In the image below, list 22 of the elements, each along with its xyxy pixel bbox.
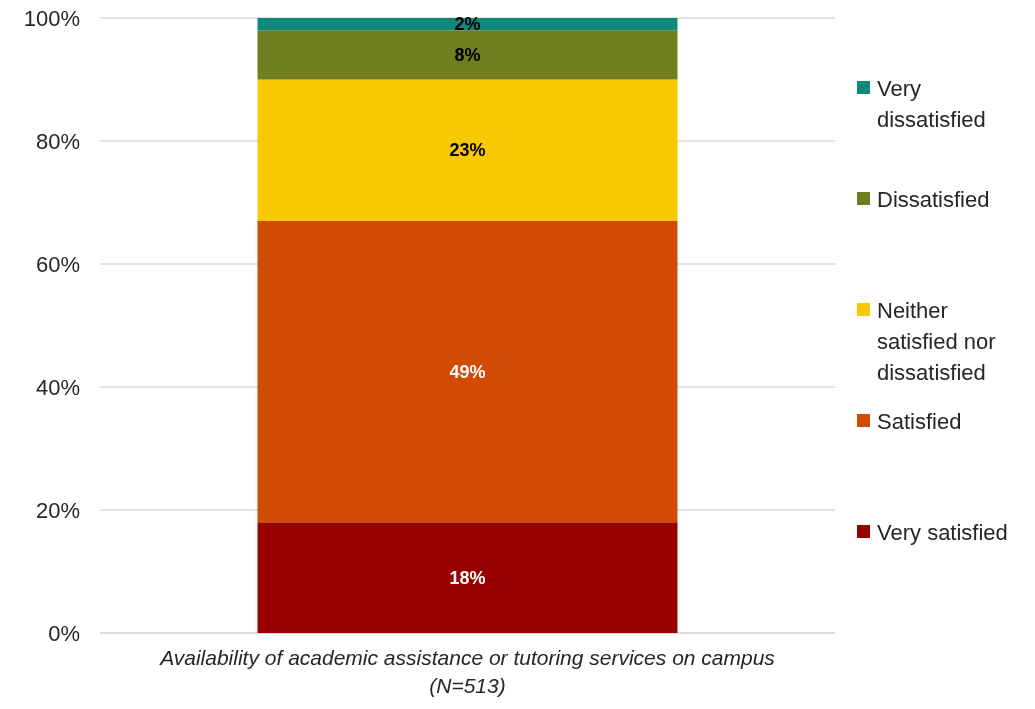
legend-label: Neither satisfied nor dissatisfied bbox=[877, 298, 996, 385]
legend-label: Very dissatisfied bbox=[877, 76, 986, 132]
y-tick-label: 40% bbox=[35, 374, 80, 400]
y-tick-label: 60% bbox=[35, 251, 80, 277]
data-label: 8% bbox=[454, 44, 481, 65]
legend-label: Satisfied bbox=[877, 409, 962, 434]
y-tick-label: 100% bbox=[23, 5, 80, 31]
y-tick-label: 80% bbox=[35, 128, 80, 154]
data-label: 23% bbox=[449, 140, 486, 161]
y-tick-label: 0% bbox=[48, 620, 80, 646]
bar bbox=[257, 220, 678, 523]
y-tick-label: 20% bbox=[35, 497, 80, 523]
legend-label: Very satisfied bbox=[877, 520, 1008, 545]
bar bbox=[257, 18, 678, 31]
legend-label: Dissatisfied bbox=[877, 187, 990, 212]
x-tick-label: Availability of academic assistance or tutoring services on campus (N=513) bbox=[158, 646, 776, 697]
data-label: 2% bbox=[454, 14, 481, 35]
bar bbox=[257, 522, 678, 633]
data-label: 18% bbox=[449, 567, 486, 588]
bar bbox=[257, 79, 678, 221]
data-label: 49% bbox=[449, 361, 486, 382]
bar bbox=[257, 30, 678, 80]
